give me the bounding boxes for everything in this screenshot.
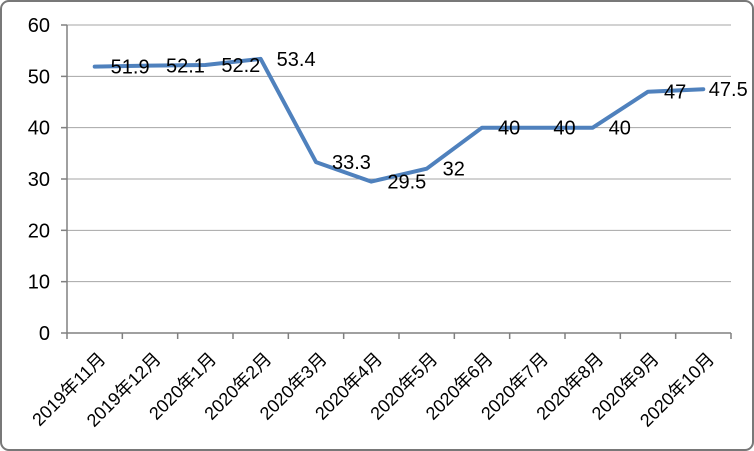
data-point-label: 52.2	[221, 55, 260, 77]
y-axis-label: 50	[28, 66, 50, 88]
data-point-label: 47	[664, 82, 686, 104]
series-line	[92, 56, 706, 184]
data-point-label: 53.4	[277, 49, 316, 71]
data-point-label: 40	[553, 118, 575, 140]
y-axis-label: 20	[28, 220, 50, 242]
data-point-label: 29.5	[387, 172, 426, 194]
data-point-label: 51.9	[111, 57, 150, 79]
data-point-label: 40	[609, 118, 631, 140]
data-point-label: 47.5	[709, 79, 748, 101]
y-axis-label: 60	[28, 15, 50, 37]
y-axis-label: 10	[28, 272, 50, 294]
y-axis-label: 0	[39, 323, 50, 345]
y-axis-label: 40	[28, 118, 50, 140]
data-point-label: 40	[498, 118, 520, 140]
data-point-label: 32	[443, 159, 465, 181]
y-axis-label: 30	[28, 169, 50, 191]
data-point-label: 52.1	[166, 56, 205, 78]
data-point-label: 33.3	[332, 152, 371, 174]
